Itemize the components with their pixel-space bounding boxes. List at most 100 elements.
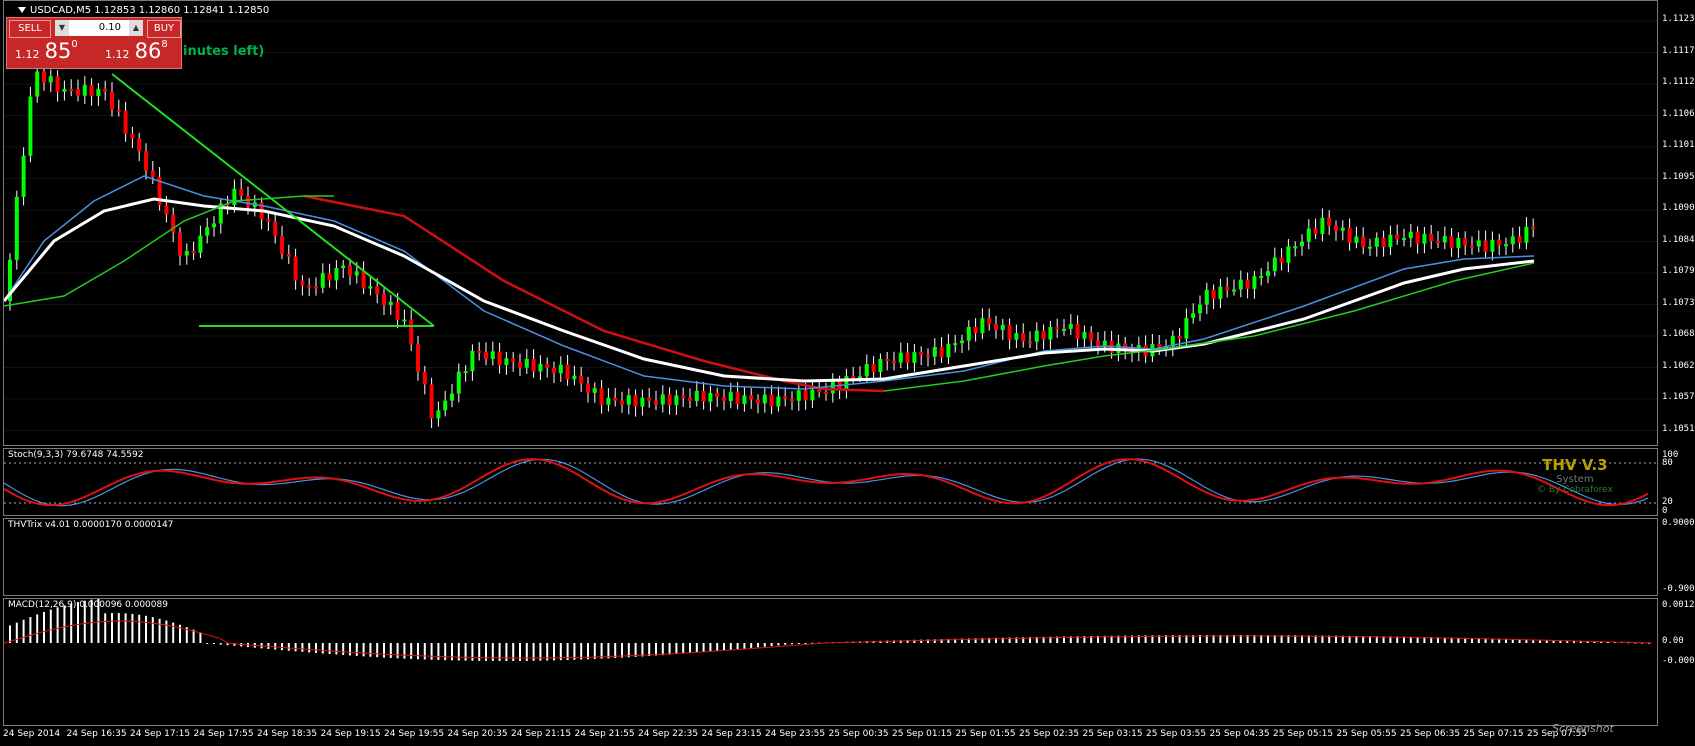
buy-button[interactable]: BUY	[147, 20, 181, 38]
candle-body	[1157, 343, 1162, 347]
thvtrix-label: THVTrix v4.01 0.0000170 0.0000147	[8, 520, 174, 530]
candle-body	[1408, 231, 1413, 239]
candle-body	[864, 363, 869, 377]
macd-histogram-bar	[716, 643, 719, 651]
candle-body	[1062, 328, 1066, 331]
thvtrix-pane[interactable]: THVTrix v4.01 0.0000170 0.0000147	[3, 518, 1658, 596]
candle-body	[239, 188, 244, 196]
candle-body	[55, 76, 60, 92]
macd-histogram-bar	[682, 643, 685, 654]
candle-body	[456, 371, 461, 394]
macd-histogram-bar	[1287, 635, 1290, 643]
macd-histogram-bar	[1212, 635, 1215, 643]
macd-histogram-bar	[954, 638, 957, 643]
candle-body	[1510, 236, 1515, 245]
macd-histogram-bar	[1151, 635, 1154, 643]
candle-body	[490, 351, 495, 360]
candle-body	[1272, 257, 1277, 272]
ma-green-line	[4, 195, 334, 307]
ma-green-line	[883, 262, 1535, 392]
macd-histogram-bar	[1335, 635, 1337, 643]
macd-histogram-bar	[1518, 639, 1521, 643]
macd-histogram-bar	[1131, 635, 1133, 643]
buy-price[interactable]: 1.12 868	[105, 39, 168, 66]
lot-increase-icon[interactable]: ▲	[129, 20, 143, 36]
stoch-label: Stoch(9,3,3) 79.6748 74.5592	[8, 450, 144, 460]
macd-histogram-bar	[553, 643, 555, 661]
candle-body	[531, 358, 536, 372]
candle-body	[524, 358, 529, 368]
time-tick-label: 25 Sep 03:55	[1146, 729, 1207, 739]
stoch-signal-line	[4, 458, 1649, 507]
axis-tick-label: -0.900000	[1662, 584, 1695, 594]
macd-pane[interactable]: MACD(12,26,9) 0.000096 0.000089	[3, 598, 1658, 726]
macd-histogram-bar	[1008, 637, 1011, 643]
macd-histogram-bar	[1443, 637, 1446, 643]
lot-value: 0.10	[98, 22, 121, 33]
candle-body	[803, 390, 808, 401]
candle-body	[994, 324, 998, 331]
time-tick-label: 24 Sep 21:15	[511, 729, 572, 739]
candle-body	[701, 390, 706, 402]
macd-histogram-bar	[614, 643, 617, 659]
time-tick-label: 24 Sep 17:15	[130, 729, 191, 739]
macd-histogram-bar	[1505, 638, 1507, 643]
candle-body	[28, 96, 33, 156]
time-tick-label: 24 Sep 18:35	[257, 729, 318, 739]
candle-body	[375, 286, 380, 295]
macd-histogram-bar	[423, 643, 426, 660]
candle-body	[273, 221, 278, 236]
lot-size-input[interactable]: ▼ 0.10 ▲	[55, 20, 143, 36]
macd-histogram-bar	[525, 643, 528, 661]
macd-histogram-bar	[804, 642, 807, 644]
candle-body	[898, 352, 903, 363]
macd-histogram-bar	[145, 615, 147, 643]
candle-body	[178, 232, 182, 256]
candle-body	[327, 273, 332, 281]
macd-histogram-bar	[702, 643, 705, 653]
stoch-main-line	[4, 458, 1649, 507]
candle-body	[225, 203, 230, 206]
macd-histogram-bar	[1022, 637, 1025, 643]
candle-body	[1347, 227, 1352, 243]
macd-histogram-bar	[695, 643, 698, 653]
stochastic-pane[interactable]: Stoch(9,3,3) 79.6748 74.5592	[3, 448, 1658, 516]
candle-body	[1259, 275, 1264, 278]
macd-histogram-bar	[1063, 636, 1065, 643]
macd-histogram-bar	[1382, 636, 1385, 643]
candle-body	[1266, 271, 1270, 276]
macd-histogram-bar	[1117, 635, 1120, 643]
candle-body	[1300, 241, 1304, 247]
lot-decrease-icon[interactable]: ▼	[55, 20, 69, 36]
macd-histogram-bar	[1042, 636, 1045, 643]
axis-tick-label: 1.11010	[1662, 140, 1695, 150]
candle-body	[307, 285, 312, 288]
candle-body	[790, 398, 794, 401]
candle-body	[810, 389, 815, 401]
candle-body	[1395, 234, 1400, 240]
macd-histogram-bar	[9, 625, 11, 643]
candle-body	[640, 397, 645, 407]
candle-body	[1415, 231, 1420, 244]
sell-button[interactable]: SELL	[9, 20, 51, 38]
macd-histogram-bar	[1035, 636, 1038, 643]
thvtrix-axis: 0.900000 -0.900000	[1659, 518, 1695, 596]
candle-body	[626, 395, 631, 405]
macd-histogram-bar	[1647, 642, 1650, 644]
main-price-chart[interactable]: USDCAD,M5 1.12853 1.12860 1.12841 1.1285…	[3, 0, 1658, 446]
candle-body	[246, 195, 250, 208]
time-tick-label: 24 Sep 16:35	[66, 729, 127, 739]
candle-body	[477, 350, 482, 353]
sell-price[interactable]: 1.12 850	[15, 39, 78, 66]
macd-histogram-bar	[1165, 635, 1167, 643]
candle-body	[48, 76, 53, 83]
candle-body	[164, 205, 169, 215]
candle-body	[1463, 238, 1468, 246]
macd-histogram-bar	[1450, 637, 1453, 643]
candle-body	[450, 393, 454, 401]
candle-body	[1374, 237, 1379, 247]
candle-body	[844, 376, 849, 389]
macd-histogram-bar	[743, 643, 746, 649]
macd-histogram-bar	[1559, 640, 1562, 643]
macd-histogram-bar	[811, 642, 814, 644]
